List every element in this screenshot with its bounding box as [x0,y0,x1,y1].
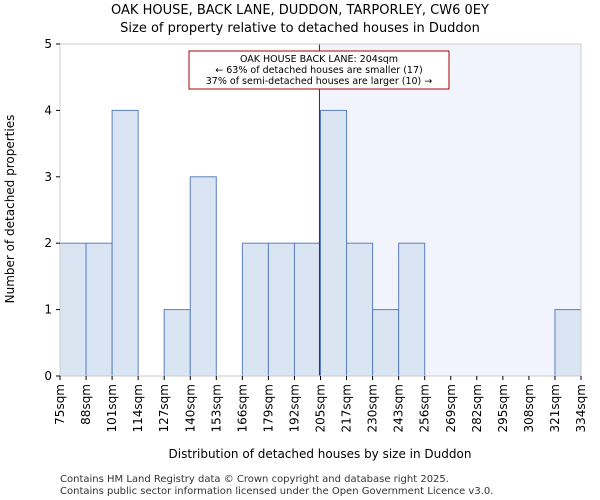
y-tick-label: 1 [44,303,52,317]
x-tick-label: 243sqm [392,384,406,432]
footer-line-2: Contains public sector information licen… [60,486,493,497]
x-tick-label: 166sqm [235,384,249,432]
x-tick-label: 282sqm [470,384,484,432]
bar-88sqm [85,242,113,377]
x-tick-label: 127sqm [157,384,171,432]
bar-243sqm [398,242,426,377]
bar-101sqm [111,109,139,377]
bar-166sqm [241,242,269,377]
x-tick-label: 88sqm [79,384,93,425]
x-axis-label: Distribution of detached houses by size … [169,447,472,461]
bars [59,109,582,377]
bar-321sqm [554,309,582,377]
bar-127sqm [163,309,191,377]
x-tick-label: 179sqm [261,384,275,432]
x-tick-label: 217sqm [340,384,354,432]
annotation-line-3: 37% of semi-detached houses are larger (… [206,76,433,87]
x-tick-label: 114sqm [131,384,145,432]
y-axis-label: Number of detached properties [3,115,17,304]
plot-area: OAK HOUSE BACK LANE: 204sqm ← 63% of det… [44,37,588,432]
x-tick-label: 295sqm [496,384,510,432]
x-tick-label: 334sqm [574,384,588,432]
x-tick-label: 321sqm [548,384,562,432]
annotation-line-2: ← 63% of detached houses are smaller (17… [215,65,422,76]
x-tick-label: 269sqm [444,384,458,432]
bar-217sqm [346,242,374,377]
x-tick-label: 153sqm [209,384,223,432]
x-axis: 75sqm 88sqm 101sqm 114sqm 127sqm 140sqm 153sqm… [53,376,588,432]
x-tick-label: 101sqm [105,384,119,432]
x-tick-label: 205sqm [314,384,328,432]
x-tick-label: 230sqm [366,384,380,432]
footer-line-1: Contains HM Land Registry data © Crown c… [60,474,449,485]
y-tick-label: 4 [44,103,52,117]
chart-subtitle: Size of property relative to detached ho… [120,21,480,36]
bar-205sqm [320,109,348,377]
x-tick-label: 140sqm [183,384,197,432]
x-tick-label: 192sqm [287,384,301,432]
x-tick-label: 308sqm [522,384,536,432]
bar-230sqm [372,309,400,377]
bar-179sqm [267,242,295,377]
x-tick-label: 75sqm [53,384,67,425]
y-tick-label: 5 [44,37,52,51]
y-tick-label: 0 [44,369,52,383]
y-tick-label: 3 [44,170,52,184]
x-tick-label: 256sqm [418,384,432,432]
y-axis: 0 1 2 3 4 5 [44,37,60,383]
y-tick-label: 2 [44,236,52,250]
annotation-frame [188,50,450,90]
chart-title: OAK HOUSE, BACK LANE, DUDDON, TARPORLEY,… [111,3,489,18]
annotation-line-1: OAK HOUSE BACK LANE: 204sqm [240,54,398,65]
bar-140sqm [189,176,217,377]
annotation-box: OAK HOUSE BACK LANE: 204sqm ← 63% of det… [188,50,450,90]
bar-192sqm [293,242,322,377]
bar-75sqm [59,242,87,377]
